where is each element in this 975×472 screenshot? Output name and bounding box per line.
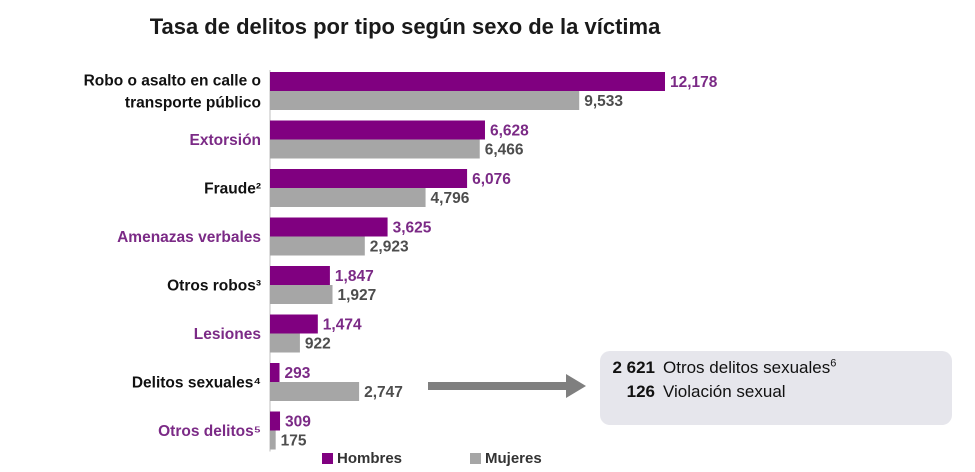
legend-label-hombres: Hombres — [337, 450, 403, 467]
bar-mujeres — [270, 188, 426, 207]
arrow-icon — [428, 374, 588, 403]
category-label: Lesiones — [194, 326, 261, 343]
data-label-hombres: 3,625 — [393, 220, 432, 237]
bar-mujeres — [270, 236, 365, 256]
data-label-hombres: 1,474 — [323, 317, 362, 334]
bar-mujeres — [270, 430, 276, 450]
data-label-hombres: 293 — [285, 365, 311, 382]
category-label: Delitos sexuales⁴ — [132, 375, 261, 392]
category-label: Robo o asalto en calle o — [84, 73, 261, 90]
bar-hombres — [270, 169, 468, 188]
callout-footnote: 6 — [830, 357, 837, 370]
bar-hombres — [270, 314, 318, 334]
data-label-mujeres: 2,747 — [364, 384, 403, 401]
data-label-mujeres: 1,927 — [338, 287, 377, 304]
legend-item-mujeres: Mujeres — [470, 450, 542, 467]
category-label: Extorsión — [190, 132, 261, 149]
callout-box: 2 621 Otros delitos sexuales6 126 Violació… — [600, 351, 952, 425]
legend-swatch-hombres — [322, 453, 333, 464]
bar-mujeres — [270, 333, 300, 353]
callout-row-violacion-sexual: 126 Violación sexual — [600, 382, 786, 402]
bar-hombres — [270, 72, 665, 91]
data-label-hombres: 12,178 — [670, 74, 718, 91]
callout-row-otros-delitos-sexuales: 2 621 Otros delitos sexuales6 — [600, 358, 836, 378]
category-label: Otros delitos⁵ — [158, 423, 261, 440]
category-label: Otros robos³ — [167, 278, 261, 295]
bar-hombres — [270, 266, 330, 285]
callout-label: Otros delitos sexuales — [663, 358, 831, 377]
chart-title: Tasa de delitos por tipo según sexo de l… — [149, 14, 661, 39]
category-label: Fraude² — [204, 181, 261, 198]
legend-swatch-mujeres — [470, 453, 481, 464]
data-label-mujeres: 922 — [305, 336, 331, 353]
bar-mujeres — [270, 91, 580, 110]
data-label-mujeres: 2,923 — [370, 239, 409, 256]
bar-hombres — [270, 217, 388, 237]
bar-hombres — [270, 120, 485, 140]
data-label-hombres: 1,847 — [335, 268, 374, 285]
callout-value: 2 621 — [612, 358, 655, 377]
category-label: Amenazas verbales — [117, 229, 261, 246]
data-label-mujeres: 6,466 — [485, 142, 524, 159]
bar-hombres — [270, 363, 280, 382]
bar-mujeres — [270, 285, 333, 304]
category-label: transporte público — [125, 95, 261, 112]
data-label-mujeres: 175 — [281, 433, 307, 450]
data-label-mujeres: 4,796 — [431, 190, 470, 207]
data-label-hombres: 6,628 — [490, 123, 529, 140]
data-label-hombres: 309 — [285, 414, 311, 431]
callout-label: Violación sexual — [663, 382, 786, 401]
bar-mujeres — [270, 382, 360, 401]
callout-value: 126 — [626, 382, 655, 401]
data-label-hombres: 6,076 — [472, 171, 511, 188]
bar-hombres — [270, 411, 281, 431]
data-label-mujeres: 9,533 — [584, 93, 623, 110]
legend-item-hombres: Hombres — [322, 450, 402, 467]
bar-mujeres — [270, 139, 480, 159]
legend-label-mujeres: Mujeres — [485, 450, 542, 467]
